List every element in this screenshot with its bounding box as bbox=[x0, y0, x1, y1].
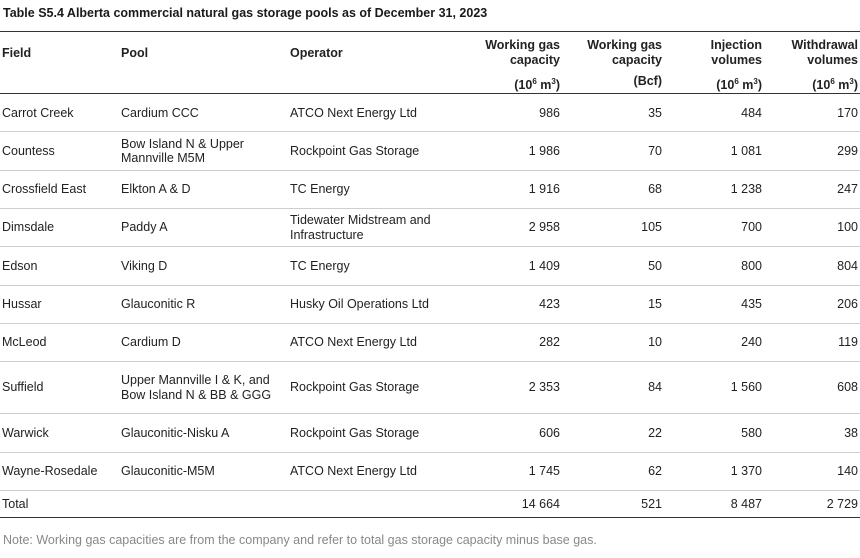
cell-field: Warwick bbox=[2, 425, 49, 440]
total-empty-pool bbox=[119, 490, 288, 517]
cell-field: Carrot Creek bbox=[2, 105, 74, 120]
header-withdrawal-volumes: Withdrawal volumes (106 m3) bbox=[791, 38, 858, 93]
cell-operator: TC Energy bbox=[290, 182, 350, 197]
cell-working-gas-bcf: 70 bbox=[648, 143, 662, 158]
cell-working-gas-m3: 1 409 bbox=[528, 258, 560, 273]
table-row: McLeod Cardium D ATCO Next Energy Ltd 28… bbox=[0, 323, 860, 362]
total-empty-operator bbox=[288, 490, 478, 517]
cell-withdrawal: 206 bbox=[837, 297, 858, 312]
cell-field: McLeod bbox=[2, 335, 47, 350]
cell-pool: Elkton A & D bbox=[121, 182, 191, 197]
cell-operator: ATCO Next Energy Ltd bbox=[290, 335, 417, 350]
table-row: Warwick Glauconitic-Nisku A Rockpoint Ga… bbox=[0, 414, 860, 453]
cell-working-gas-bcf: 68 bbox=[648, 182, 662, 197]
cell-working-gas-bcf: 105 bbox=[641, 220, 662, 235]
total-withdrawal: 2 729 bbox=[826, 496, 858, 511]
cell-working-gas-bcf: 15 bbox=[648, 297, 662, 312]
table-title: Table S5.4 Alberta commercial natural ga… bbox=[3, 6, 488, 20]
table-row: Wayne-Rosedale Glauconitic-M5M ATCO Next… bbox=[0, 452, 860, 491]
header-operator: Operator bbox=[290, 46, 343, 60]
header-row: Field Pool Operator Working gas capacity … bbox=[0, 31, 860, 94]
cell-injection: 484 bbox=[741, 105, 762, 120]
cell-working-gas-bcf: 84 bbox=[648, 380, 662, 395]
table-row: Carrot Creek Cardium CCC ATCO Next Energ… bbox=[0, 94, 860, 132]
table-row: Suffield Upper Mannville I & K, and Bow … bbox=[0, 362, 860, 414]
cell-operator: Rockpoint Gas Storage bbox=[290, 425, 420, 440]
cell-field: Wayne-Rosedale bbox=[2, 463, 98, 478]
cell-working-gas-m3: 986 bbox=[539, 105, 560, 120]
cell-pool: Glauconitic R bbox=[121, 297, 196, 312]
cell-working-gas-bcf: 62 bbox=[648, 463, 662, 478]
header-pool: Pool bbox=[121, 46, 149, 60]
table-row: Edson Viking D TC Energy 1 409 50 800 80… bbox=[0, 247, 860, 286]
header-injection-volumes: Injection volumes (106 m3) bbox=[710, 38, 762, 93]
cell-pool: Cardium CCC bbox=[121, 105, 199, 120]
cell-operator: ATCO Next Energy Ltd bbox=[290, 105, 417, 120]
cell-injection: 800 bbox=[741, 258, 762, 273]
total-label: Total bbox=[2, 496, 29, 511]
cell-operator: Rockpoint Gas Storage bbox=[290, 143, 420, 158]
cell-field: Countess bbox=[2, 143, 55, 158]
table-note: Note: Working gas capacities are from th… bbox=[3, 533, 597, 547]
cell-pool: Paddy A bbox=[121, 220, 168, 235]
header-working-gas-bcf: Working gas capacity (Bcf) bbox=[587, 38, 662, 88]
cell-injection: 1 560 bbox=[730, 380, 762, 395]
header-working-gas-m3: Working gas capacity (106 m3) bbox=[485, 38, 560, 93]
cell-field: Hussar bbox=[2, 297, 42, 312]
cell-working-gas-m3: 282 bbox=[539, 335, 560, 350]
cell-field: Crossfield East bbox=[2, 182, 87, 197]
cell-working-gas-m3: 2 353 bbox=[528, 380, 560, 395]
cell-pool: Cardium D bbox=[121, 335, 181, 350]
cell-working-gas-bcf: 35 bbox=[648, 105, 662, 120]
cell-field: Suffield bbox=[2, 380, 44, 395]
table-row: Crossfield East Elkton A & D TC Energy 1… bbox=[0, 170, 860, 209]
cell-operator: Tidewater Midstream and Infrastructure bbox=[290, 213, 431, 242]
cell-injection: 435 bbox=[741, 297, 762, 312]
table-row: Dimsdale Paddy A Tidewater Midstream and… bbox=[0, 209, 860, 247]
cell-working-gas-m3: 1 916 bbox=[528, 182, 560, 197]
cell-withdrawal: 170 bbox=[837, 105, 858, 120]
total-row: Total 14 664 521 8 487 2 729 bbox=[0, 490, 860, 518]
cell-withdrawal: 247 bbox=[837, 182, 858, 197]
cell-working-gas-m3: 423 bbox=[539, 297, 560, 312]
table-row: Countess Bow Island N & Upper Mannville … bbox=[0, 132, 860, 171]
cell-injection: 580 bbox=[741, 425, 762, 440]
cell-working-gas-m3: 1 986 bbox=[528, 143, 560, 158]
cell-withdrawal: 119 bbox=[838, 335, 858, 350]
cell-withdrawal: 140 bbox=[837, 463, 858, 478]
total-injection: 8 487 bbox=[730, 496, 762, 511]
cell-withdrawal: 38 bbox=[844, 425, 858, 440]
cell-injection: 700 bbox=[741, 220, 762, 235]
total-working-gas-bcf: 521 bbox=[641, 496, 662, 511]
cell-working-gas-bcf: 50 bbox=[648, 258, 662, 273]
header-field: Field bbox=[2, 46, 32, 60]
cell-pool: Glauconitic-Nisku A bbox=[121, 425, 230, 440]
cell-field: Dimsdale bbox=[2, 220, 55, 235]
cell-pool: Glauconitic-M5M bbox=[121, 463, 215, 478]
cell-working-gas-m3: 2 958 bbox=[528, 220, 560, 235]
cell-withdrawal: 804 bbox=[837, 258, 858, 273]
cell-operator: Husky Oil Operations Ltd bbox=[290, 297, 429, 312]
cell-working-gas-bcf: 10 bbox=[648, 335, 662, 350]
cell-injection: 1 081 bbox=[730, 143, 762, 158]
cell-withdrawal: 299 bbox=[837, 143, 858, 158]
cell-injection: 240 bbox=[741, 335, 762, 350]
table-row: Hussar Glauconitic R Husky Oil Operation… bbox=[0, 285, 860, 324]
cell-operator: Rockpoint Gas Storage bbox=[290, 380, 420, 395]
cell-operator: TC Energy bbox=[290, 258, 350, 273]
cell-injection: 1 370 bbox=[730, 463, 762, 478]
cell-working-gas-m3: 606 bbox=[539, 425, 560, 440]
cell-pool: Upper Mannville I & K, and Bow Island N … bbox=[121, 373, 272, 402]
cell-withdrawal: 100 bbox=[837, 220, 858, 235]
cell-field: Edson bbox=[2, 258, 38, 273]
cell-withdrawal: 608 bbox=[837, 380, 858, 395]
cell-pool: Viking D bbox=[121, 258, 168, 273]
cell-pool: Bow Island N & Upper Mannville M5M bbox=[121, 136, 244, 166]
total-working-gas-m3: 14 664 bbox=[521, 496, 560, 511]
cell-working-gas-m3: 1 745 bbox=[528, 463, 560, 478]
storage-pools-table: Field Pool Operator Working gas capacity … bbox=[0, 31, 860, 518]
cell-operator: ATCO Next Energy Ltd bbox=[290, 463, 417, 478]
cell-working-gas-bcf: 22 bbox=[648, 425, 662, 440]
cell-injection: 1 238 bbox=[730, 182, 762, 197]
